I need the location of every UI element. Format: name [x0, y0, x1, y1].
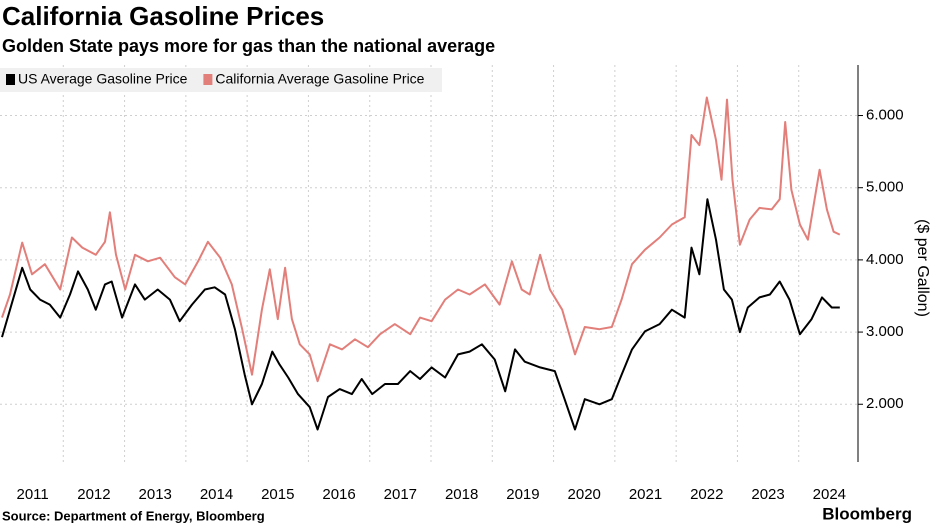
x-tick-label: 2015 [261, 486, 294, 503]
y-tick-label: 3.000 [866, 323, 904, 340]
source-note: Source: Department of Energy, Bloomberg [2, 508, 265, 523]
x-tick-label: 2011 [17, 486, 49, 503]
y-tick-label: 6.000 [866, 106, 904, 123]
legend-swatch [6, 74, 15, 85]
x-tick-label: 2022 [690, 486, 723, 503]
x-tick-label: 2017 [384, 486, 417, 503]
series-line [1, 198, 840, 431]
x-tick-label: 2024 [813, 486, 846, 503]
legend-swatch [203, 74, 213, 85]
series-line [1, 96, 841, 383]
x-tick-label: 2012 [77, 486, 110, 503]
chart-subtitle: Golden State pays more for gas than the … [2, 36, 495, 56]
x-tick-label: 2021 [629, 486, 662, 503]
legend-label: California Average Gasoline Price [215, 71, 424, 87]
brand-logo: Bloomberg [822, 504, 912, 523]
y-axis-label: ($ per Gallon) [914, 219, 931, 317]
y-tick-label: 5.000 [866, 179, 904, 196]
y-tick-label: 4.000 [866, 251, 904, 268]
x-tick-label: 2013 [139, 486, 172, 503]
chart-title: California Gasoline Prices [2, 1, 324, 31]
x-tick-label: 2020 [568, 486, 601, 503]
y-tick-label: 2.000 [866, 395, 904, 412]
x-tick-label: 2016 [322, 486, 355, 503]
x-tick-label: 2018 [445, 486, 478, 503]
x-tick-label: 2023 [751, 486, 784, 503]
legend-label: US Average Gasoline Price [18, 71, 188, 87]
x-tick-label: 2014 [200, 486, 233, 503]
x-tick-label: 2019 [506, 486, 539, 503]
legend-background [0, 68, 442, 92]
